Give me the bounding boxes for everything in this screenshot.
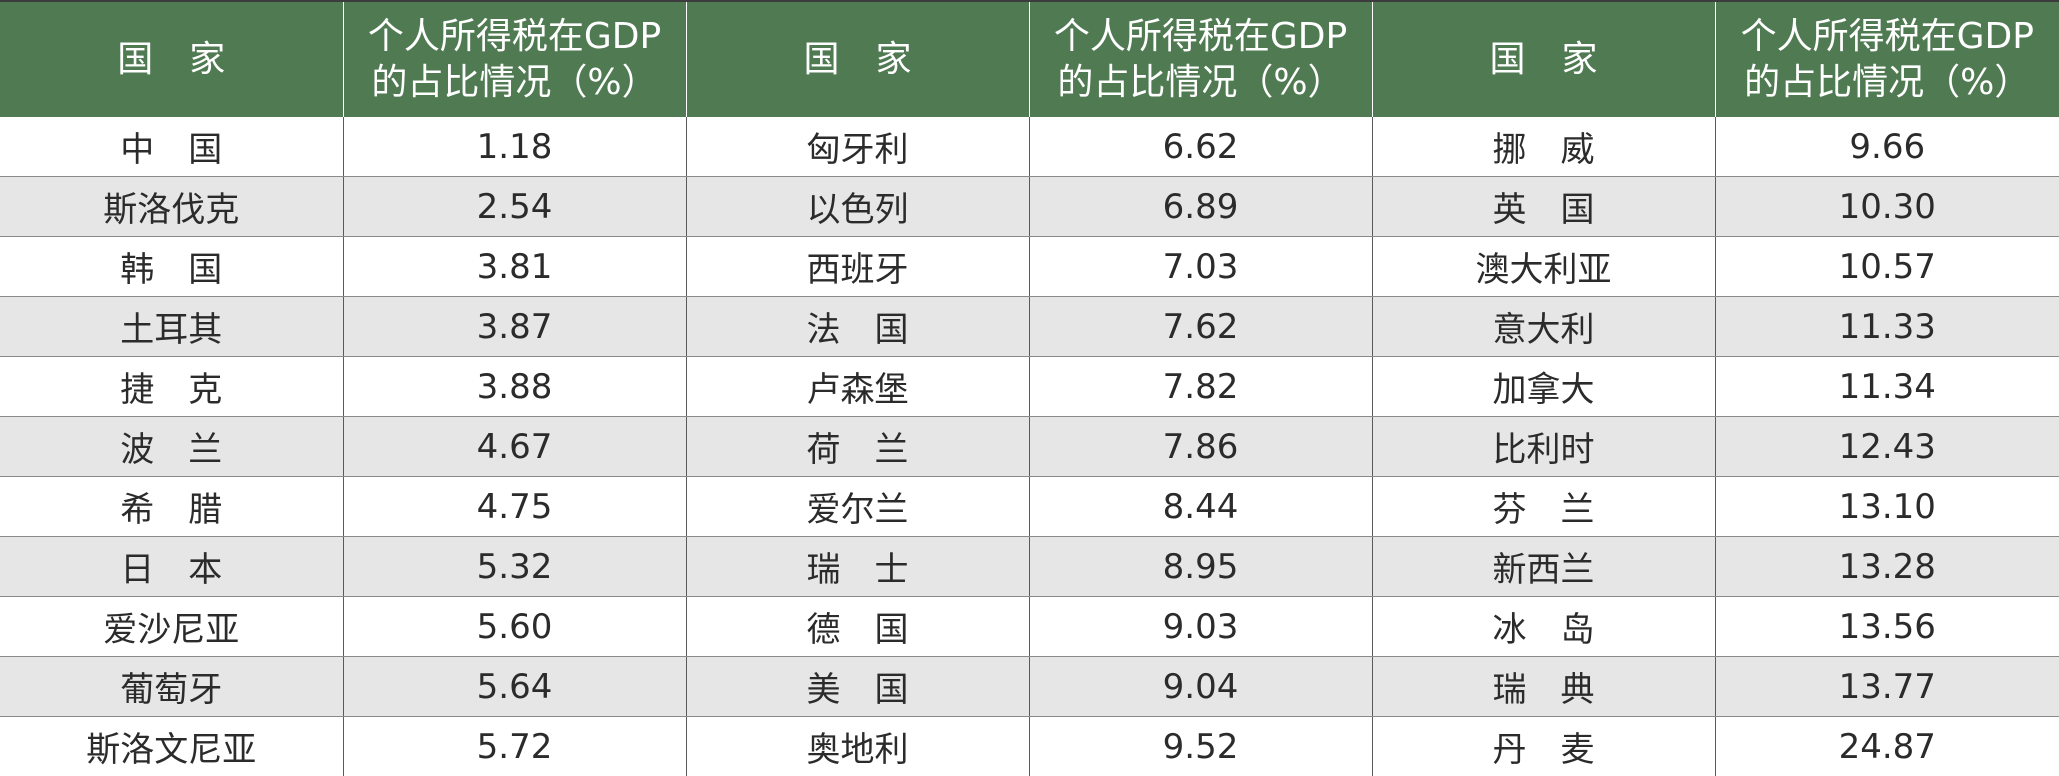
country-cell: 挪 威 [1372,117,1715,177]
country-cell: 英 国 [1372,177,1715,237]
value-cell: 13.28 [1715,537,2059,597]
value-cell: 1.18 [343,117,686,177]
value-cell: 7.62 [1029,297,1372,357]
table-row: 土耳其 3.87 法 国 7.62 意大利 11.33 [0,297,2059,357]
value-cell: 3.88 [343,357,686,417]
header-country-1: 国 家 [0,2,343,117]
country-cell: 日 本 [0,537,343,597]
value-cell: 4.75 [343,477,686,537]
header-country-3: 国 家 [1372,2,1715,117]
country-cell: 匈牙利 [686,117,1029,177]
country-cell: 中 国 [0,117,343,177]
country-cell: 澳大利亚 [1372,237,1715,297]
value-cell: 7.82 [1029,357,1372,417]
country-cell: 葡萄牙 [0,657,343,717]
country-cell: 韩 国 [0,237,343,297]
table-row: 韩 国 3.81 西班牙 7.03 澳大利亚 10.57 [0,237,2059,297]
value-cell: 3.87 [343,297,686,357]
country-cell: 德 国 [686,597,1029,657]
country-cell: 法 国 [686,297,1029,357]
country-cell: 斯洛文尼亚 [0,717,343,776]
table-row: 斯洛伐克 2.54 以色列 6.89 英 国 10.30 [0,177,2059,237]
country-cell: 意大利 [1372,297,1715,357]
header-row: 国 家 个人所得税在GDP 的占比情况（%） 国 家 个人所得税在GDP 的占比… [0,2,2059,117]
value-cell: 5.60 [343,597,686,657]
table-row: 斯洛文尼亚 5.72 奥地利 9.52 丹 麦 24.87 [0,717,2059,776]
country-cell: 新西兰 [1372,537,1715,597]
header-ratio-2: 个人所得税在GDP 的占比情况（%） [1029,2,1372,117]
country-cell: 斯洛伐克 [0,177,343,237]
value-cell: 24.87 [1715,717,2059,776]
table-row: 希 腊 4.75 爱尔兰 8.44 芬 兰 13.10 [0,477,2059,537]
value-cell: 5.32 [343,537,686,597]
value-cell: 8.44 [1029,477,1372,537]
value-cell: 9.52 [1029,717,1372,776]
table-row: 葡萄牙 5.64 美 国 9.04 瑞 典 13.77 [0,657,2059,717]
value-cell: 12.43 [1715,417,2059,477]
table-row: 波 兰 4.67 荷 兰 7.86 比利时 12.43 [0,417,2059,477]
country-cell: 希 腊 [0,477,343,537]
country-cell: 波 兰 [0,417,343,477]
country-cell: 瑞 典 [1372,657,1715,717]
value-cell: 13.56 [1715,597,2059,657]
value-cell: 2.54 [343,177,686,237]
country-cell: 卢森堡 [686,357,1029,417]
table-row: 中 国 1.18 匈牙利 6.62 挪 威 9.66 [0,117,2059,177]
country-cell: 以色列 [686,177,1029,237]
table-row: 爱沙尼亚 5.60 德 国 9.03 冰 岛 13.56 [0,597,2059,657]
header-ratio-1: 个人所得税在GDP 的占比情况（%） [343,2,686,117]
country-cell: 丹 麦 [1372,717,1715,776]
table-row: 捷 克 3.88 卢森堡 7.82 加拿大 11.34 [0,357,2059,417]
value-cell: 11.34 [1715,357,2059,417]
country-cell: 爱尔兰 [686,477,1029,537]
value-cell: 3.81 [343,237,686,297]
country-cell: 芬 兰 [1372,477,1715,537]
country-cell: 冰 岛 [1372,597,1715,657]
country-cell: 土耳其 [0,297,343,357]
value-cell: 13.77 [1715,657,2059,717]
value-cell: 8.95 [1029,537,1372,597]
table-row: 日 本 5.32 瑞 士 8.95 新西兰 13.28 [0,537,2059,597]
value-cell: 6.89 [1029,177,1372,237]
country-cell: 加拿大 [1372,357,1715,417]
country-cell: 比利时 [1372,417,1715,477]
value-cell: 10.57 [1715,237,2059,297]
header-country-2: 国 家 [686,2,1029,117]
country-cell: 爱沙尼亚 [0,597,343,657]
value-cell: 10.30 [1715,177,2059,237]
value-cell: 7.86 [1029,417,1372,477]
value-cell: 5.64 [343,657,686,717]
value-cell: 6.62 [1029,117,1372,177]
country-cell: 捷 克 [0,357,343,417]
value-cell: 9.03 [1029,597,1372,657]
value-cell: 5.72 [343,717,686,776]
value-cell: 7.03 [1029,237,1372,297]
value-cell: 13.10 [1715,477,2059,537]
country-cell: 奥地利 [686,717,1029,776]
value-cell: 4.67 [343,417,686,477]
country-cell: 荷 兰 [686,417,1029,477]
value-cell: 11.33 [1715,297,2059,357]
country-cell: 西班牙 [686,237,1029,297]
country-cell: 瑞 士 [686,537,1029,597]
value-cell: 9.66 [1715,117,2059,177]
header-ratio-3: 个人所得税在GDP 的占比情况（%） [1715,2,2059,117]
value-cell: 9.04 [1029,657,1372,717]
country-cell: 美 国 [686,657,1029,717]
